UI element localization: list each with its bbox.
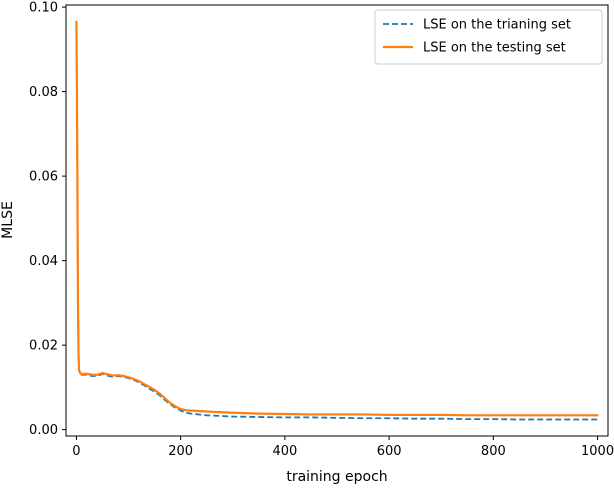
legend: LSE on the trianing set LSE on the testin…: [374, 9, 603, 65]
series-line-1: [75, 24, 598, 421]
x-tick-label: 0: [72, 444, 80, 459]
plot-series: [75, 20, 599, 421]
x-tick-label: 600: [377, 444, 402, 459]
y-tick-label: 0.08: [29, 85, 58, 100]
y-tick-label: 0.02: [29, 339, 58, 354]
x-tick-label: 200: [168, 444, 193, 459]
legend-box: [374, 9, 603, 65]
y-tick-label: 0.00: [29, 423, 58, 438]
plot-frame: [65, 4, 609, 437]
y-tick-label: 0.06: [29, 170, 58, 185]
y-axis: 0.00 0.02 0.04 0.06 0.08 0.10: [29, 1, 66, 438]
x-axis-label: training epoch: [286, 469, 387, 485]
y-tick-label: 0.10: [29, 1, 58, 16]
x-tick-label: 1000: [581, 444, 614, 459]
x-axis: 0 200 400 600 800 1000: [72, 436, 614, 459]
y-axis-label: MLSE: [0, 201, 16, 239]
legend-label-1: LSE on the trianing set: [423, 18, 571, 33]
x-tick-label: 400: [272, 444, 297, 459]
y-tick-label: 0.04: [29, 254, 58, 269]
legend-label-2: LSE on the testing set: [423, 41, 566, 56]
series-line-2: [75, 20, 599, 417]
x-tick-label: 800: [481, 444, 506, 459]
